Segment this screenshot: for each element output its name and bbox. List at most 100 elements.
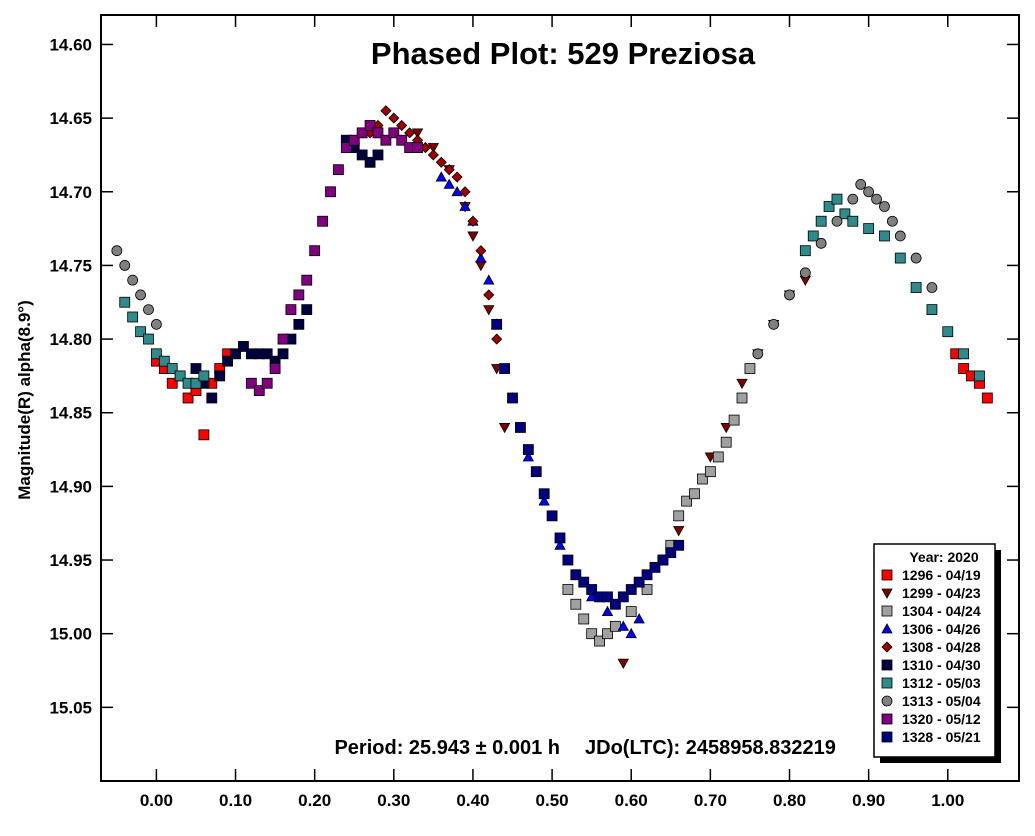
data-point — [396, 119, 408, 132]
data-point — [150, 318, 162, 330]
data-point — [293, 318, 305, 330]
epoch-annotation: JDo(LTC): 2458958.832219 — [585, 737, 836, 759]
data-point — [633, 576, 645, 588]
data-point — [356, 127, 368, 139]
data-point — [815, 237, 827, 249]
data-point — [135, 326, 146, 338]
data-point — [238, 341, 249, 352]
chart-title: Phased Plot: 529 Preziosa — [371, 36, 756, 71]
y-tick-label: 15.00 — [49, 625, 92, 644]
series-points — [245, 120, 423, 397]
data-point — [633, 613, 645, 624]
series-points — [562, 363, 756, 647]
data-point — [507, 392, 518, 404]
x-tick-label: 0.30 — [377, 791, 410, 810]
data-point — [356, 149, 368, 161]
data-point — [855, 179, 867, 190]
data-point — [942, 326, 954, 338]
data-point — [594, 635, 605, 647]
data-point — [372, 149, 384, 161]
data-point — [689, 488, 700, 500]
data-point — [673, 510, 685, 522]
data-point — [364, 156, 376, 168]
x-tick-label: 0.90 — [852, 791, 885, 810]
data-point — [119, 296, 131, 308]
data-point — [894, 230, 906, 242]
data-point — [404, 127, 416, 139]
data-point — [981, 392, 993, 404]
data-point — [546, 510, 558, 522]
data-point — [348, 134, 360, 146]
data-point — [839, 208, 851, 220]
legend-entry: 1313 - 05/04 — [902, 693, 981, 709]
data-point — [704, 452, 717, 463]
data-point — [206, 392, 218, 404]
series-points — [364, 105, 503, 345]
data-point — [863, 186, 875, 198]
data-point — [435, 156, 447, 168]
data-point — [483, 305, 495, 316]
data-point — [617, 591, 629, 603]
data-point — [617, 620, 629, 631]
data-point — [538, 495, 550, 506]
data-point — [586, 628, 598, 640]
data-point — [641, 584, 653, 595]
data-point — [538, 488, 550, 500]
x-tick-label: 0.80 — [773, 791, 806, 810]
data-point — [411, 128, 424, 139]
data-point — [704, 466, 716, 478]
data-point — [625, 584, 637, 595]
data-point — [127, 311, 139, 323]
data-point — [277, 348, 289, 360]
data-point — [498, 423, 511, 434]
data-point — [309, 245, 321, 257]
data-point — [261, 377, 273, 389]
data-point — [958, 363, 970, 374]
data-point — [847, 193, 859, 205]
data-point — [135, 289, 146, 301]
legend-entry: 1299 - 04/23 — [902, 585, 981, 601]
data-point — [317, 215, 328, 227]
data-point — [261, 348, 273, 360]
x-tick-label: 1.00 — [931, 791, 964, 810]
data-points — [111, 105, 993, 669]
data-point — [799, 245, 811, 257]
series-points — [491, 318, 685, 610]
legend-marker — [881, 659, 893, 671]
data-point — [340, 142, 352, 153]
data-point — [230, 348, 241, 360]
data-point — [570, 569, 582, 581]
data-point — [578, 576, 590, 588]
data-point — [625, 606, 637, 617]
data-point — [673, 526, 685, 537]
y-tick-label: 14.80 — [49, 330, 92, 349]
data-point — [602, 591, 613, 603]
data-point — [325, 186, 336, 198]
data-point — [190, 377, 202, 389]
data-point — [879, 201, 890, 212]
legend-entry: 1328 - 05/21 — [902, 729, 981, 745]
y-tick-label: 14.75 — [49, 256, 92, 275]
data-point — [174, 370, 186, 382]
data-point — [681, 495, 693, 507]
data-point — [815, 215, 827, 227]
legend-box — [873, 543, 996, 758]
data-point — [491, 318, 503, 330]
data-point — [910, 252, 922, 264]
data-point — [601, 605, 614, 616]
data-point — [657, 554, 669, 566]
axis-ticks: 0.00 0.10 0.20 0.30 0.40 0.50 0.60 0.70 0.80 0.90… — [49, 15, 1019, 810]
y-tick-label: 14.65 — [49, 109, 92, 128]
data-point — [435, 171, 447, 182]
data-point — [768, 318, 780, 330]
data-point — [515, 422, 526, 433]
data-point — [483, 274, 495, 285]
series-points — [119, 193, 985, 389]
data-point — [712, 451, 724, 463]
data-point — [396, 134, 408, 146]
data-point — [245, 377, 257, 389]
data-point — [926, 282, 938, 293]
data-point — [143, 304, 154, 316]
y-tick-label: 14.60 — [49, 35, 92, 54]
data-point — [333, 164, 344, 176]
